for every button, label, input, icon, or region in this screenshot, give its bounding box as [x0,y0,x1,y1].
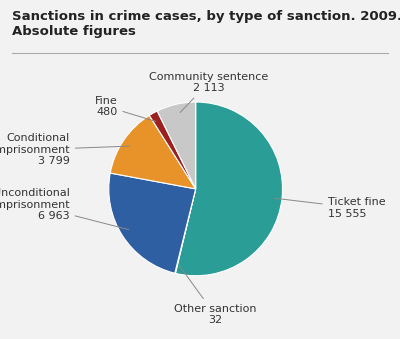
Text: Conditional
imprisonment
3 799: Conditional imprisonment 3 799 [0,133,130,166]
Text: Fine
480: Fine 480 [95,96,156,121]
Wedge shape [149,111,196,189]
Text: Ticket fine
15 555: Ticket fine 15 555 [274,197,385,219]
Text: Community sentence
2 113: Community sentence 2 113 [149,72,268,113]
Wedge shape [157,102,196,189]
Text: Other sanction
32: Other sanction 32 [174,265,256,325]
Wedge shape [176,102,282,276]
Wedge shape [109,173,196,273]
Text: Unconditional
imprisonment
6 963: Unconditional imprisonment 6 963 [0,188,129,230]
Wedge shape [110,115,196,189]
Wedge shape [175,189,196,273]
Text: Sanctions in crime cases, by type of sanction. 2009.
Absolute figures: Sanctions in crime cases, by type of san… [12,10,400,38]
